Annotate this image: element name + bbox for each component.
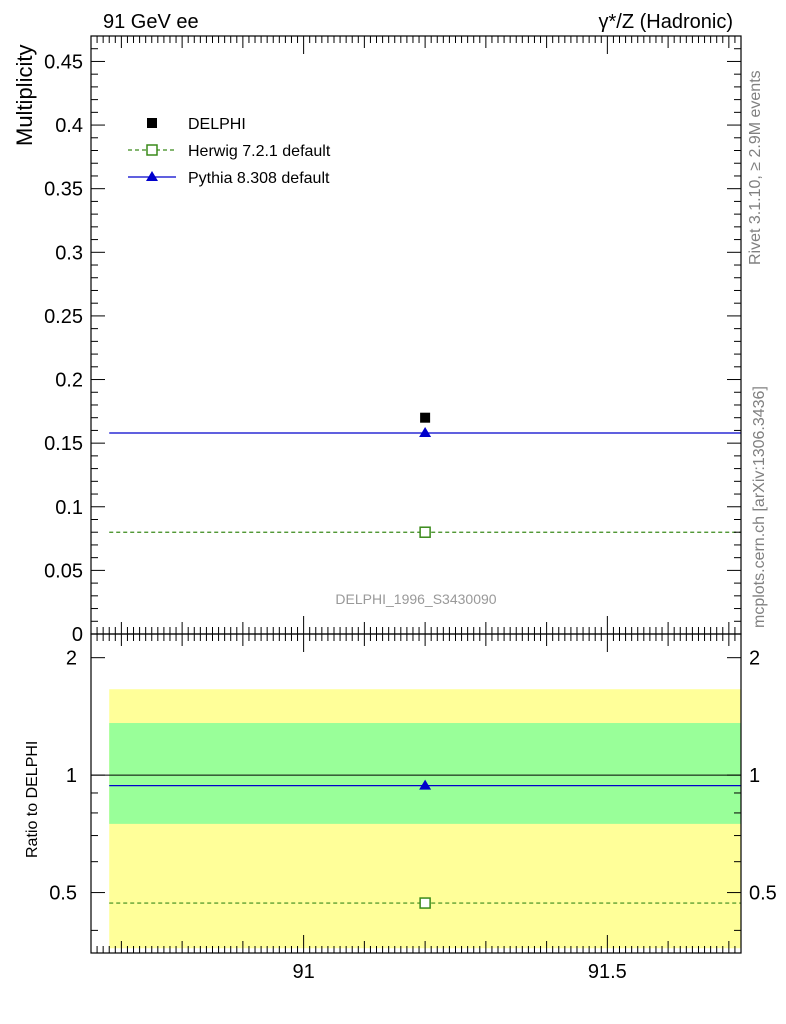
ratio-frame xyxy=(90,633,742,954)
ratio-y-tick-label: 0.5 xyxy=(49,883,77,905)
ratio-y-tick-label: 2 xyxy=(66,648,77,670)
main-y-tick-label: 0.45 xyxy=(44,51,83,73)
ratio-y-tick-label-right: 2 xyxy=(749,648,760,670)
main-y-tick-label: 0.1 xyxy=(55,497,83,519)
pythia-point xyxy=(419,426,432,437)
axes: 0 0.05 0.1 0.15 0.2 0.25 0.3 0.35 0.4 0.45 91 91.5 0… xyxy=(44,35,777,983)
main-y-tick-label: 0.4 xyxy=(55,115,83,137)
herwig-ratio-point xyxy=(419,897,431,909)
ratio-y-tick-label: 1 xyxy=(66,765,77,787)
legend-label-pythia: Pythia 8.308 default xyxy=(188,170,330,187)
herwig-point xyxy=(419,526,431,538)
ratio-plot-area xyxy=(91,689,741,949)
x-tick-label: 91 xyxy=(292,961,314,983)
rivet-version-label: Rivet 3.1.10, ≥ 2.9M events xyxy=(747,70,764,265)
delphi-point xyxy=(420,412,431,423)
header-right-label: γ*/Z (Hadronic) xyxy=(599,11,733,33)
uncertainty-band-inner xyxy=(109,723,741,824)
legend-marker-pythia xyxy=(146,171,158,181)
main-y-axis-title: Multiplicity xyxy=(12,45,37,146)
legend-marker-delphi xyxy=(147,118,157,128)
main-y-tick-label: 0.05 xyxy=(44,560,83,582)
mcplots-label: mcplots.cern.ch [arXiv:1306.3436] xyxy=(751,386,768,628)
ratio-y-axis-title: Ratio to DELPHI xyxy=(24,741,41,858)
legend-label-herwig: Herwig 7.2.1 default xyxy=(188,143,331,160)
main-y-tick-label: 0 xyxy=(72,624,83,646)
ratio-y-tick-label-right: 0.5 xyxy=(749,883,777,905)
legend-label-delphi: DELPHI xyxy=(188,116,246,133)
main-y-tick-label: 0.15 xyxy=(44,433,83,455)
main-plot-area xyxy=(109,412,741,538)
legend-marker-herwig xyxy=(146,144,158,156)
legend: DELPHI Herwig 7.2.1 default Pythia 8.308… xyxy=(128,116,331,187)
main-y-tick-label: 0.2 xyxy=(55,370,83,392)
main-y-tick-label: 0.35 xyxy=(44,179,83,201)
main-y-tick-label: 0.3 xyxy=(55,242,83,264)
header-left-label: 91 GeV ee xyxy=(103,11,199,33)
x-tick-label: 91.5 xyxy=(588,961,627,983)
analysis-watermark: DELPHI_1996_S3430090 xyxy=(335,591,496,607)
ratio-y-tick-label-right: 1 xyxy=(749,765,760,787)
main-y-tick-label: 0.25 xyxy=(44,306,83,328)
pythia-ratio-point xyxy=(419,779,432,790)
